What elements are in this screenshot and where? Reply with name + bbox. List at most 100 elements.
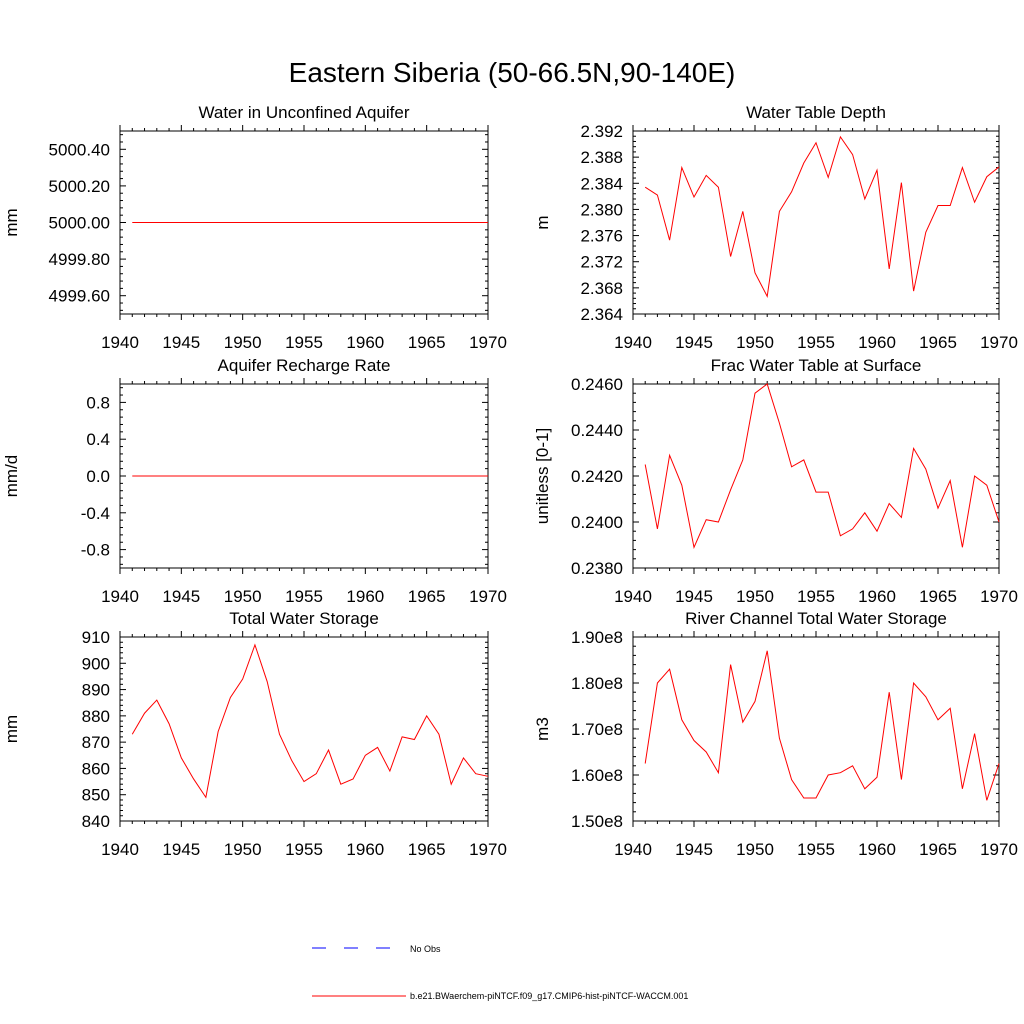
x-tick-label: 1960	[346, 840, 384, 859]
y-tick-label: 5000.20	[49, 177, 110, 196]
y-tick-label: 840	[82, 812, 110, 831]
x-tick-label: 1950	[224, 840, 262, 859]
y-tick-label: 0.4	[86, 430, 110, 449]
x-tick-label: 1965	[919, 840, 957, 859]
y-tick-label: 4999.60	[49, 287, 110, 306]
y-tick-label: 860	[82, 759, 110, 778]
y-tick-label: 2.376	[580, 227, 623, 246]
x-tick-label: 1940	[101, 333, 139, 352]
series-line	[131, 643, 489, 799]
y-axis-label: m	[533, 215, 552, 229]
x-tick-label: 1955	[285, 840, 323, 859]
x-tick-label: 1970	[469, 587, 507, 606]
x-tick-label: 1945	[675, 333, 713, 352]
x-tick-label: 1955	[797, 840, 835, 859]
y-tick-label: 2.380	[580, 200, 623, 219]
y-axis-label: mm	[2, 715, 21, 743]
y-tick-label: 2.392	[580, 122, 623, 141]
x-tick-label: 1965	[408, 587, 446, 606]
legend: No Obs b.e21.BWaerchem-piNTCF.f09_g17.CM…	[312, 944, 688, 1001]
x-tick-label: 1955	[797, 587, 835, 606]
plot-frame	[632, 383, 1000, 569]
x-tick-label: 1950	[224, 587, 262, 606]
x-tick-label: 1970	[980, 840, 1018, 859]
y-tick-label: 5000.00	[49, 214, 110, 233]
panel-river-channel-total-water-storage: River Channel Total Water Storage m3 1940 1…	[533, 609, 1018, 859]
plot-frame	[119, 636, 489, 822]
x-tick-label: 1970	[469, 333, 507, 352]
y-tick-label: 0.0	[86, 467, 110, 486]
panel-title: Water in Unconfined Aquifer	[198, 103, 409, 122]
y-axis-label: mm/d	[2, 455, 21, 498]
x-tick-label: 1940	[101, 840, 139, 859]
x-tick-label: 1965	[919, 333, 957, 352]
y-tick-label: 4999.80	[49, 250, 110, 269]
x-tick-label: 1960	[858, 840, 896, 859]
y-axis-label: mm	[2, 208, 21, 236]
x-tick-label: 1940	[614, 840, 652, 859]
panel-water-table-depth: Water Table Depth m 1940 1945 1950 1955 1960 19…	[533, 103, 1018, 352]
panel-aquifer-recharge-rate: Aquifer Recharge Rate mm/d 1940 1945 1950 195…	[2, 356, 507, 606]
x-tick-label: 1945	[162, 840, 200, 859]
x-tick-label: 1960	[346, 333, 384, 352]
y-tick-label: 2.372	[580, 253, 623, 272]
plot-frame	[632, 130, 1000, 315]
panel-title: Aquifer Recharge Rate	[218, 356, 391, 375]
y-tick-label: 0.2400	[571, 513, 623, 532]
x-tick-label: 1955	[285, 587, 323, 606]
series-line	[644, 650, 1000, 801]
x-tick-label: 1970	[980, 587, 1018, 606]
x-tick-label: 1950	[224, 333, 262, 352]
y-tick-label: 910	[82, 628, 110, 647]
y-tick-label: 2.364	[580, 305, 623, 324]
y-tick-label: 900	[82, 654, 110, 673]
x-tick-label: 1955	[285, 333, 323, 352]
x-tick-label: 1960	[858, 587, 896, 606]
x-tick-label: 1970	[980, 333, 1018, 352]
panel-title: River Channel Total Water Storage	[685, 609, 947, 628]
x-tick-label: 1950	[736, 840, 774, 859]
x-tick-label: 1940	[614, 333, 652, 352]
y-tick-label: 1.50e8	[571, 812, 623, 831]
x-tick-label: 1955	[797, 333, 835, 352]
y-tick-label: -0.4	[81, 504, 110, 523]
x-tick-label: 1965	[408, 840, 446, 859]
y-tick-label: 2.368	[580, 279, 623, 298]
panel-title: Water Table Depth	[746, 103, 886, 122]
y-tick-label: 2.384	[580, 174, 623, 193]
figure-title: Eastern Siberia (50-66.5N,90-140E)	[289, 57, 736, 88]
x-tick-label: 1940	[614, 587, 652, 606]
x-tick-label: 1945	[675, 840, 713, 859]
x-tick-label: 1945	[162, 333, 200, 352]
x-tick-label: 1970	[469, 840, 507, 859]
legend-model-label: b.e21.BWaerchem-piNTCF.f09_g17.CMIP6-his…	[410, 991, 688, 1001]
y-tick-label: 0.2460	[571, 375, 623, 394]
y-tick-label: 5000.40	[49, 140, 110, 159]
y-axis-label: m3	[533, 717, 552, 741]
panel-title: Total Water Storage	[229, 609, 379, 628]
y-tick-label: -0.8	[81, 541, 110, 560]
x-tick-label: 1960	[858, 333, 896, 352]
y-tick-label: 890	[82, 681, 110, 700]
y-tick-label: 870	[82, 733, 110, 752]
x-tick-label: 1950	[736, 333, 774, 352]
x-tick-label: 1945	[675, 587, 713, 606]
panel-frac-water-table-at-surface: Frac Water Table at Surface unitless [0-1…	[533, 356, 1018, 606]
x-tick-label: 1940	[101, 587, 139, 606]
panel-total-water-storage: Total Water Storage mm 1940 1945 1950 1955 196…	[2, 609, 507, 859]
y-tick-label: 1.60e8	[571, 766, 623, 785]
y-tick-label: 0.2420	[571, 467, 623, 486]
x-tick-label: 1945	[162, 587, 200, 606]
panel-water-in-unconfined-aquifer: Water in Unconfined Aquifer mm 1940 1945 195…	[2, 103, 507, 352]
y-tick-label: 1.90e8	[571, 628, 623, 647]
y-tick-label: 0.8	[86, 393, 110, 412]
series-line	[644, 383, 1000, 549]
y-tick-label: 1.80e8	[571, 674, 623, 693]
x-tick-label: 1965	[919, 587, 957, 606]
y-tick-label: 0.2440	[571, 421, 623, 440]
x-tick-label: 1950	[736, 587, 774, 606]
y-tick-label: 2.388	[580, 148, 623, 167]
x-tick-label: 1965	[408, 333, 446, 352]
y-tick-label: 1.70e8	[571, 720, 623, 739]
